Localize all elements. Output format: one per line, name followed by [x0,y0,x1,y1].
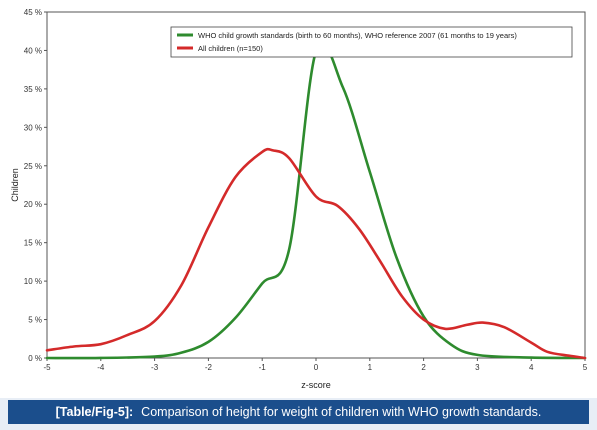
y-tick-label: 20 % [24,200,42,209]
y-tick-label: 10 % [24,277,42,286]
plot-frame: 0 % 5 % 10 % 15 % 20 % 25 % 30 % 35 % 40 % 45 % -… [0,0,597,398]
legend-label-all-children: All children (n=150) [198,44,263,53]
y-tick-label: 30 % [24,123,42,132]
x-tick-label: -1 [259,363,267,372]
caption-text: Comparison of height for weight of child… [141,405,542,419]
y-tick-label: 5 % [28,316,42,325]
y-tick-label: 15 % [24,239,42,248]
y-axis-title: Children [10,168,20,202]
chart: 0 % 5 % 10 % 15 % 20 % 25 % 30 % 35 % 40 % 45 % -… [10,8,588,390]
y-tick-label: 25 % [24,162,42,171]
x-tick-label: -4 [97,363,105,372]
figure-caption: [Table/Fig-5]: Comparison of height for … [8,400,589,424]
x-tick-label: 3 [475,363,480,372]
x-tick-label: 2 [421,363,426,372]
y-tick-label: 35 % [24,85,42,94]
x-tick-label: -5 [43,363,51,372]
x-tick-label: 4 [529,363,534,372]
x-tick-label: -3 [151,363,159,372]
x-tick-label: -2 [205,363,213,372]
x-tick-label: 1 [368,363,373,372]
x-tick-label: 5 [583,363,588,372]
y-axis-ticks: 0 % 5 % 10 % 15 % 20 % 25 % 30 % 35 % 40 % 45 % [24,8,47,363]
legend: WHO child growth standards (birth to 60 … [170,26,573,58]
legend-box [170,26,573,58]
legend-label-who: WHO child growth standards (birth to 60 … [198,31,517,40]
y-tick-label: 40 % [24,46,42,55]
caption-label: [Table/Fig-5]: [55,405,134,419]
plot-area [46,11,586,359]
series-line-all-children [45,147,587,360]
x-axis-title: z-score [301,380,331,390]
x-axis-ticks: -5 -4 -3 -2 -1 0 1 2 3 4 5 [43,358,588,372]
y-tick-label: 45 % [24,8,42,17]
y-tick-label: 0 % [28,354,42,363]
x-tick-label: 0 [314,363,319,372]
